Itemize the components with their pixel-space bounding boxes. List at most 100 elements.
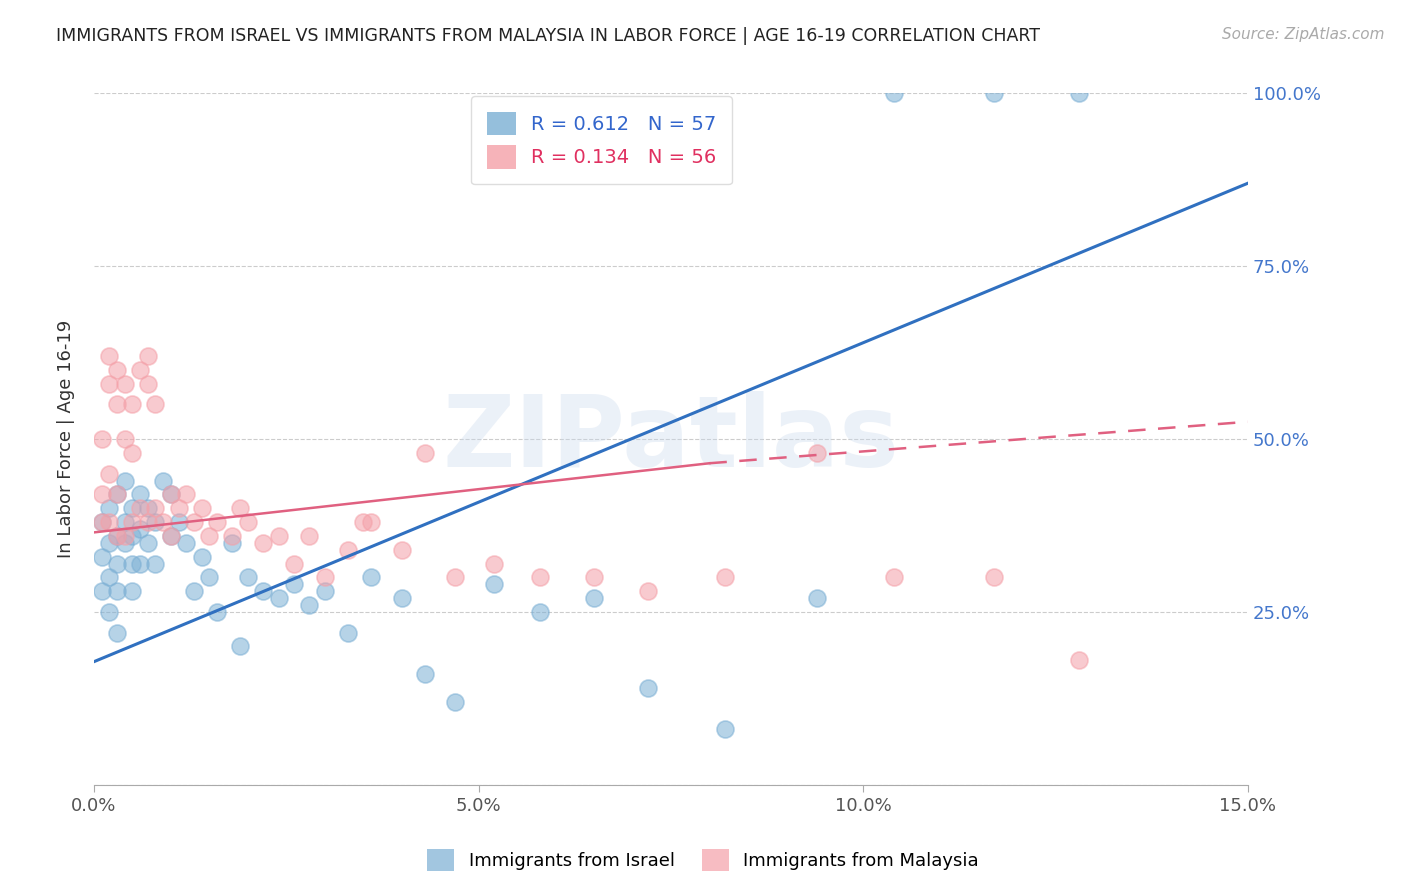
Point	[121, 584, 143, 599]
Point	[252, 535, 274, 549]
Point	[136, 501, 159, 516]
Point	[314, 570, 336, 584]
Point	[114, 515, 136, 529]
Point	[637, 584, 659, 599]
Point	[136, 349, 159, 363]
Point	[98, 515, 121, 529]
Point	[314, 584, 336, 599]
Point	[136, 376, 159, 391]
Point	[98, 376, 121, 391]
Point	[352, 515, 374, 529]
Point	[529, 605, 551, 619]
Point	[121, 446, 143, 460]
Point	[129, 501, 152, 516]
Point	[1067, 653, 1090, 667]
Point	[90, 584, 112, 599]
Point	[205, 605, 228, 619]
Point	[190, 549, 212, 564]
Point	[121, 515, 143, 529]
Point	[229, 501, 252, 516]
Legend: R = 0.612   N = 57, R = 0.134   N = 56: R = 0.612 N = 57, R = 0.134 N = 56	[471, 96, 733, 185]
Point	[105, 363, 128, 377]
Point	[114, 432, 136, 446]
Point	[121, 557, 143, 571]
Point	[360, 515, 382, 529]
Point	[190, 501, 212, 516]
Point	[167, 501, 190, 516]
Point	[114, 376, 136, 391]
Point	[160, 529, 183, 543]
Point	[152, 474, 174, 488]
Point	[298, 598, 321, 612]
Point	[205, 515, 228, 529]
Point	[229, 640, 252, 654]
Point	[105, 487, 128, 501]
Point	[98, 349, 121, 363]
Point	[114, 529, 136, 543]
Point	[174, 487, 197, 501]
Point	[160, 487, 183, 501]
Point	[183, 584, 205, 599]
Point	[105, 529, 128, 543]
Point	[90, 515, 112, 529]
Point	[160, 529, 183, 543]
Point	[136, 535, 159, 549]
Point	[98, 467, 121, 481]
Point	[174, 535, 197, 549]
Point	[267, 529, 290, 543]
Point	[806, 591, 828, 605]
Point	[121, 529, 143, 543]
Point	[136, 515, 159, 529]
Point	[883, 570, 905, 584]
Point	[413, 667, 436, 681]
Point	[983, 87, 1005, 101]
Point	[105, 397, 128, 411]
Y-axis label: In Labor Force | Age 16-19: In Labor Force | Age 16-19	[58, 320, 75, 558]
Point	[637, 681, 659, 695]
Point	[236, 515, 259, 529]
Point	[582, 570, 605, 584]
Point	[221, 529, 243, 543]
Point	[883, 87, 905, 101]
Point	[482, 577, 505, 591]
Point	[90, 515, 112, 529]
Point	[391, 591, 413, 605]
Point	[183, 515, 205, 529]
Point	[283, 557, 305, 571]
Point	[713, 723, 735, 737]
Point	[1067, 87, 1090, 101]
Point	[360, 570, 382, 584]
Point	[198, 570, 221, 584]
Point	[267, 591, 290, 605]
Point	[806, 446, 828, 460]
Point	[129, 522, 152, 536]
Point	[129, 557, 152, 571]
Point	[105, 529, 128, 543]
Point	[152, 515, 174, 529]
Point	[336, 625, 359, 640]
Point	[129, 487, 152, 501]
Point	[336, 542, 359, 557]
Point	[98, 501, 121, 516]
Point	[582, 591, 605, 605]
Point	[145, 557, 167, 571]
Point	[114, 535, 136, 549]
Point	[90, 549, 112, 564]
Point	[444, 570, 467, 584]
Point	[98, 570, 121, 584]
Point	[90, 487, 112, 501]
Point	[121, 397, 143, 411]
Point	[252, 584, 274, 599]
Point	[105, 584, 128, 599]
Point	[90, 432, 112, 446]
Point	[283, 577, 305, 591]
Point	[713, 570, 735, 584]
Point	[145, 501, 167, 516]
Point	[121, 501, 143, 516]
Point	[167, 515, 190, 529]
Point	[298, 529, 321, 543]
Point	[145, 397, 167, 411]
Point	[105, 625, 128, 640]
Point	[482, 557, 505, 571]
Point	[413, 446, 436, 460]
